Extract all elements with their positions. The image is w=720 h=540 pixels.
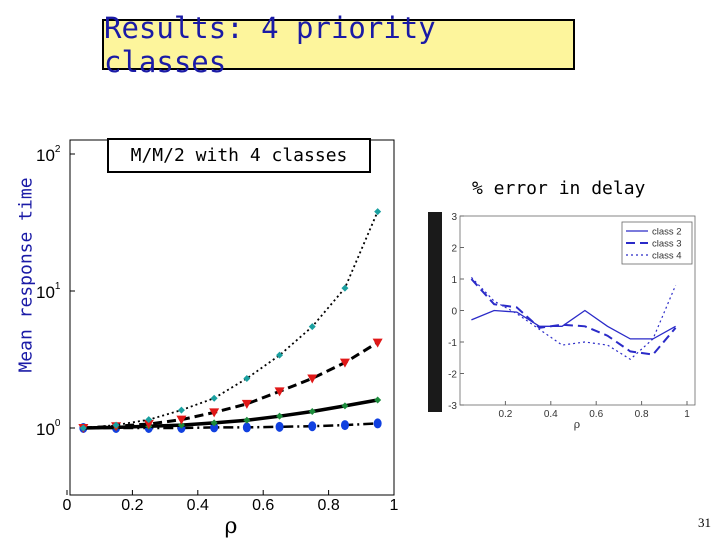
left-x-tick-label: 0.2 <box>121 497 143 514</box>
left-series-3-point <box>372 338 383 348</box>
left-series-3-point <box>339 358 350 368</box>
left-x-tick-label: 1 <box>390 497 399 514</box>
right-series-4-line <box>470 276 677 361</box>
page-number: 31 <box>698 515 711 530</box>
right-x-tick-label: 0.4 <box>544 409 558 420</box>
right-series-2-line <box>471 309 676 340</box>
legend-label: class 3 <box>652 239 682 250</box>
left-series-3-point <box>307 374 318 384</box>
left-series-3-point <box>143 419 154 429</box>
left-series-4-point <box>341 284 349 292</box>
right-x-tick-label: 0.6 <box>589 409 603 420</box>
right-y-tick-label: -3 <box>448 401 457 412</box>
left-series-3-point <box>241 399 252 409</box>
left-series-3-point <box>209 408 220 418</box>
right-y-tick-label: 0 <box>451 307 457 318</box>
right-x-tick-label: 0.2 <box>498 409 512 420</box>
left-x-tick-label: 0.6 <box>252 497 274 514</box>
right-y-tick-label: -1 <box>448 338 457 349</box>
left-y-tick-label: 102 <box>36 144 61 165</box>
left-y-tick-label: 101 <box>36 281 61 302</box>
left-series-4-point <box>112 421 120 429</box>
left-series-2-point <box>308 407 316 415</box>
left-series-4-point <box>145 416 153 424</box>
right-series-3-line <box>470 278 677 356</box>
left-x-tick-label: 0.8 <box>317 497 339 514</box>
left-series-4-point <box>243 374 251 382</box>
left-x-axis-label: ρ <box>225 514 238 539</box>
left-y-tick-label: 100 <box>36 418 61 439</box>
right-x-tick-label: 0.8 <box>635 409 649 420</box>
right-x-axis-label: ρ <box>574 418 580 431</box>
left-series-4-point <box>79 424 87 432</box>
left-series-1-point <box>373 418 382 429</box>
left-x-tick-label: 0 <box>63 497 72 514</box>
left-series-2-point <box>243 416 251 424</box>
left-series-3-point <box>176 415 187 425</box>
left-series-2-point <box>177 421 185 429</box>
legend-label: class 2 <box>652 227 682 238</box>
left-series-2-point <box>210 419 218 427</box>
left-series-1-point <box>210 422 219 433</box>
left-x-tick-label: 0.4 <box>187 497 209 514</box>
left-series-4-point <box>177 406 185 414</box>
right-y-tick-label: 3 <box>451 212 457 223</box>
left-series-2-point <box>374 396 382 404</box>
left-series-4-line <box>83 211 379 429</box>
right-y-tick-label: 1 <box>451 275 457 286</box>
left-series-3-point <box>274 387 285 397</box>
right-y-tick-label: -2 <box>448 370 457 381</box>
left-series-1-point <box>242 422 251 433</box>
right-y-tick-label: 2 <box>451 244 457 255</box>
left-series-2-point <box>341 402 349 410</box>
left-series-4-point <box>308 323 316 331</box>
right-x-tick-label: 1 <box>684 409 690 420</box>
left-series-1-point <box>275 421 284 432</box>
left-series-2-line <box>83 398 378 430</box>
right-chart-title: % error in delay <box>472 178 646 199</box>
left-series-2-point <box>276 412 284 420</box>
left-series-1-point <box>308 421 317 432</box>
left-series-1-point <box>340 420 349 431</box>
legend-label: class 4 <box>652 251 682 262</box>
left-chart-title: M/M/2 with 4 classes <box>107 138 371 173</box>
right-chart-dark-stripe <box>428 212 442 412</box>
left-series-4-point <box>374 208 382 216</box>
left-series-3-line <box>83 341 379 430</box>
left-series-4-point <box>210 394 218 402</box>
left-series-4-point <box>276 351 284 359</box>
